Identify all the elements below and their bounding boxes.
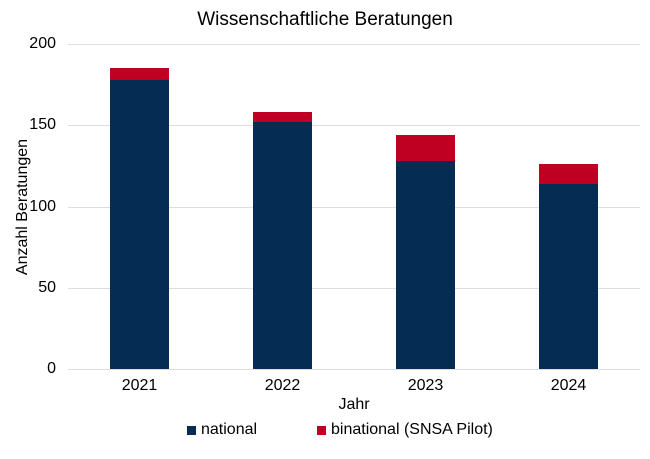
gridline bbox=[68, 44, 640, 45]
y-tick-label: 200 bbox=[29, 35, 56, 52]
bar-segment-national-2023 bbox=[396, 161, 455, 369]
legend-item-binational: binational (SNSA Pilot) bbox=[317, 421, 493, 439]
x-tick-label: 2023 bbox=[407, 377, 444, 394]
bar-segment-binational-2023 bbox=[396, 135, 455, 161]
chart-title: Wissenschaftliche Beratungen bbox=[197, 9, 453, 30]
gridline bbox=[68, 206, 640, 208]
legend-label-national: national bbox=[201, 421, 258, 438]
national-legend-swatch bbox=[187, 425, 196, 435]
x-axis-title: Jahr bbox=[338, 396, 370, 413]
legend-label-binational: binational (SNSA Pilot) bbox=[331, 421, 493, 438]
x-tick-label: 2021 bbox=[121, 377, 158, 394]
bar-segment-binational-2021 bbox=[110, 68, 169, 80]
bar-segment-binational-2024 bbox=[539, 164, 598, 184]
x-tick-label: 2022 bbox=[264, 377, 301, 394]
legend-item-national: national bbox=[187, 421, 257, 439]
bar-segment-binational-2022 bbox=[253, 112, 312, 122]
binational-legend-swatch bbox=[317, 425, 326, 435]
x-tick-label: 2024 bbox=[550, 377, 587, 394]
bar-segment-national-2022 bbox=[253, 122, 312, 369]
y-tick-label: 0 bbox=[47, 360, 56, 377]
bar-segment-national-2021 bbox=[110, 79, 169, 369]
bar-segment-national-2024 bbox=[539, 183, 598, 369]
gridline bbox=[68, 287, 640, 289]
y-tick-label: 100 bbox=[29, 197, 56, 215]
gridline bbox=[68, 125, 640, 127]
legend: national binational (SNSA Pilot) bbox=[0, 421, 650, 441]
gridline bbox=[68, 369, 640, 370]
y-tick-label: 50 bbox=[38, 278, 56, 296]
y-tick-label: 150 bbox=[29, 116, 56, 134]
